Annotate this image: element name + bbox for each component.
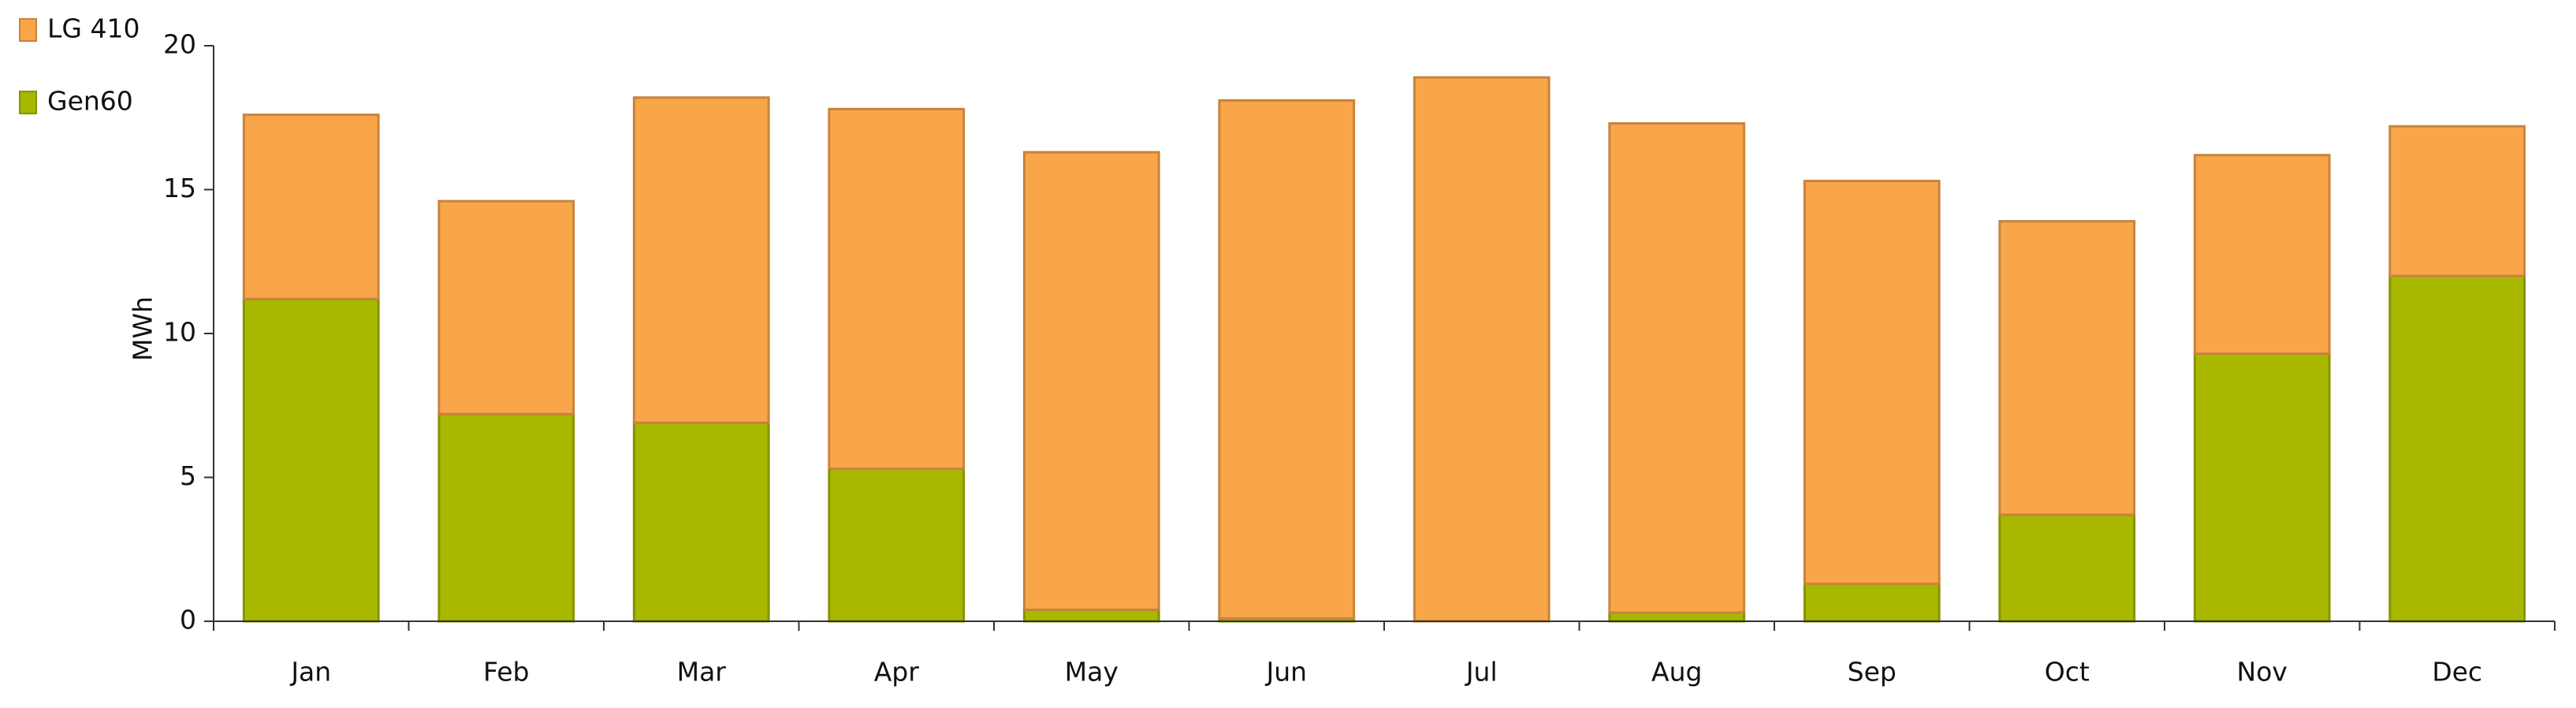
bar-segment: [1608, 122, 1746, 614]
bar-segment: [437, 199, 575, 415]
bar-segment: [2388, 274, 2526, 623]
x-tick-label: Dec: [2432, 657, 2482, 688]
bar-segment: [1022, 608, 1160, 623]
legend-label: Gen60: [47, 86, 133, 117]
bar-segment: [632, 96, 770, 424]
x-tick-label: Jun: [1264, 657, 1307, 688]
x-tick-label: Jul: [1465, 657, 1498, 688]
x-tick-label: May: [1065, 657, 1119, 688]
bar-segment: [1022, 151, 1160, 611]
bar-segment: [828, 468, 966, 623]
legend-swatch: [19, 91, 37, 114]
y-tick-label: 20: [163, 29, 196, 60]
x-tick-label: Apr: [874, 657, 920, 688]
x-tick-label: Feb: [483, 657, 529, 688]
bar-segment: [1218, 99, 1356, 620]
bar-segment: [2193, 154, 2331, 356]
bar-segment: [2388, 125, 2526, 278]
x-tick-label: Oct: [2045, 657, 2090, 688]
bar-segment: [2193, 352, 2331, 623]
bar-segment: [1998, 513, 2136, 623]
x-tick-label: Nov: [2237, 657, 2288, 688]
bar-segment: [242, 114, 380, 300]
bar-segment: [828, 107, 966, 471]
y-tick-label: 10: [163, 317, 196, 348]
bar-segment: [632, 421, 770, 623]
x-tick-label: Jan: [289, 657, 331, 688]
legend-label: LG 410: [47, 13, 140, 44]
x-tick-label: Sep: [1848, 657, 1897, 688]
x-tick-label: Mar: [677, 657, 727, 688]
bar-segment: [242, 297, 380, 623]
y-tick-label: 5: [180, 460, 196, 491]
x-tick-label: Aug: [1651, 657, 1702, 688]
y-tick-label: 15: [163, 173, 196, 203]
bar-segment: [1413, 76, 1550, 623]
y-axis-label: MWh: [128, 296, 158, 361]
bar-segment: [1608, 611, 1746, 623]
bar-segment: [437, 412, 575, 623]
bar-segment: [1803, 583, 1941, 623]
y-tick-label: 0: [180, 605, 196, 635]
bar-segment: [1803, 180, 1941, 586]
legend-swatch: [19, 18, 37, 42]
bar-segment: [1998, 220, 2136, 516]
